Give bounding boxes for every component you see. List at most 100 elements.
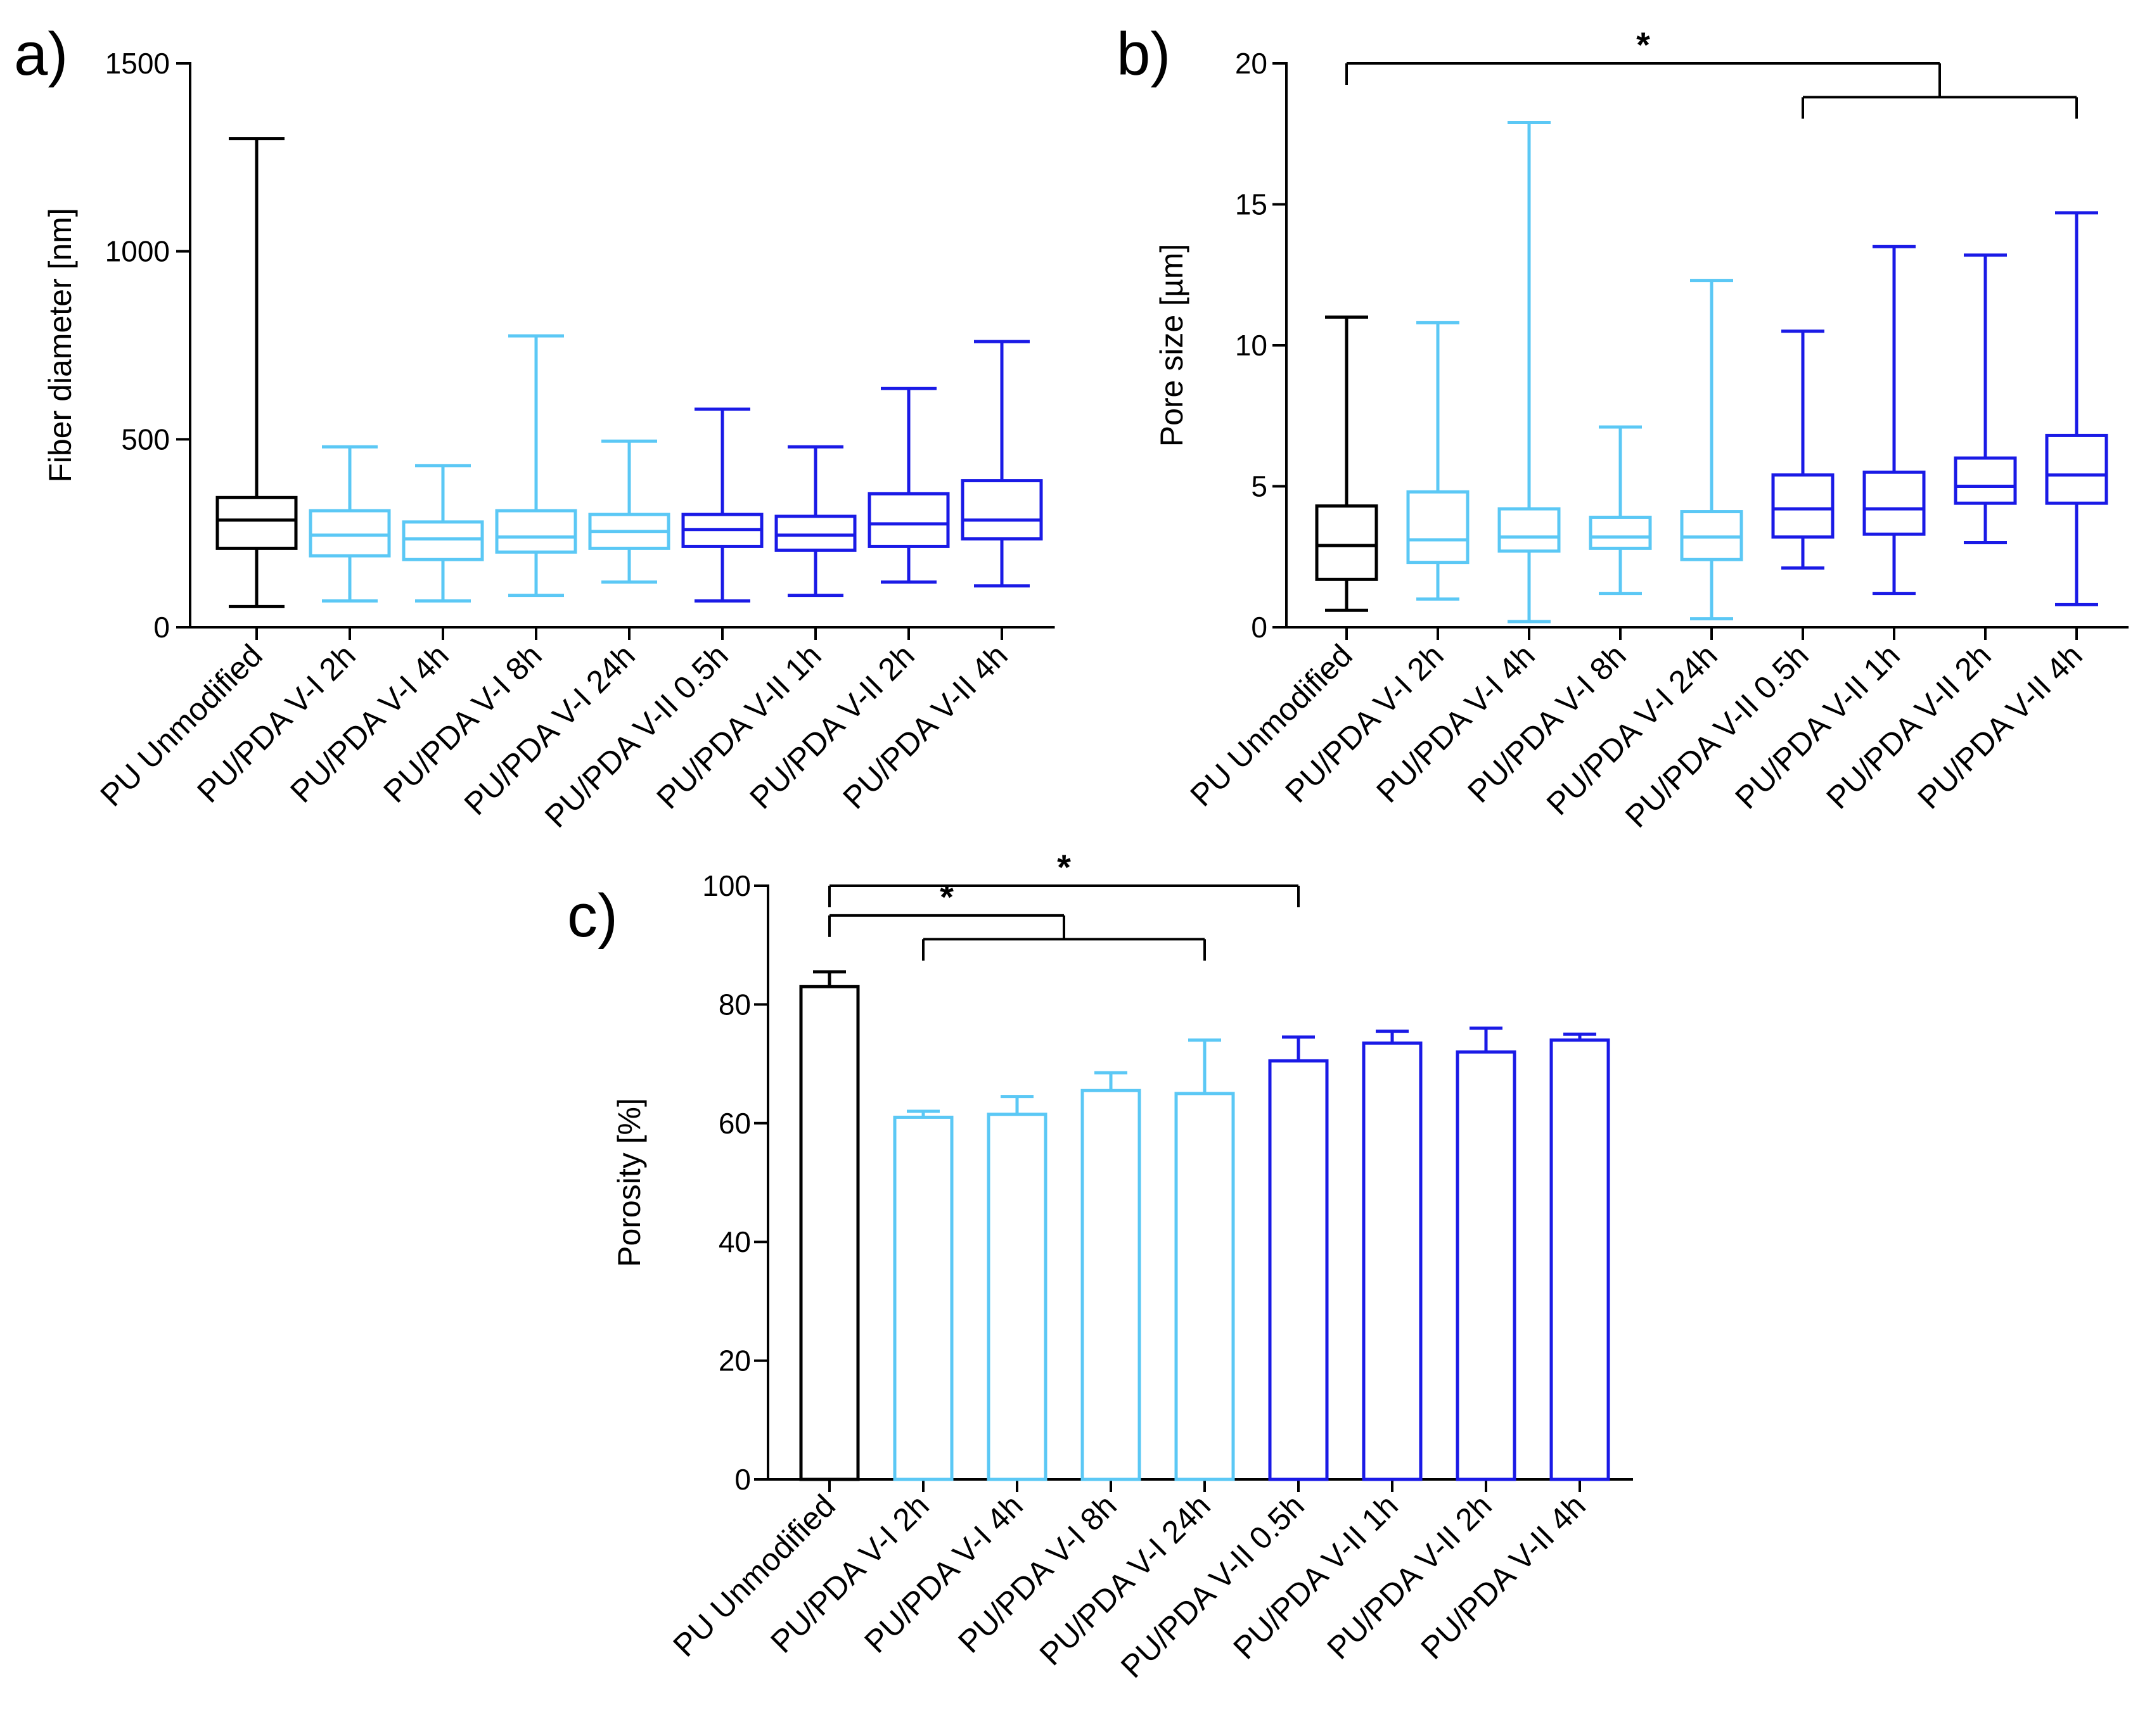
- box-8: [868, 386, 950, 584]
- y-tick-label: 80: [719, 988, 751, 1021]
- box-5: [1680, 279, 1743, 621]
- category-label: PU/PDA V-II 1h: [650, 637, 828, 815]
- box-iqr: [961, 479, 1043, 541]
- y-tick-label: 15: [1235, 188, 1267, 221]
- y-tick-label: 60: [719, 1107, 751, 1140]
- category-label: PU/PDA V-I 8h: [951, 1488, 1123, 1659]
- y-tick-label: 0: [153, 611, 170, 644]
- bar-7: [1362, 1030, 1423, 1481]
- box-8: [1954, 253, 2017, 544]
- box-iqr: [1862, 470, 1926, 536]
- category-label: PU/PDA V-I 24h: [1033, 1488, 1217, 1672]
- category-label: PU/PDA V-II 2h: [743, 637, 921, 815]
- y-tick-label: 1000: [105, 235, 170, 268]
- category-label: PU Unmodified: [93, 637, 269, 813]
- box-1: [1315, 316, 1378, 612]
- box-1: [215, 137, 298, 608]
- category-label: PU/PDA V-I 8h: [1461, 637, 1632, 809]
- category-label: PU/PDA V-I 24h: [1540, 637, 1724, 822]
- y-tick-label: 5: [1251, 470, 1267, 503]
- category-label: PU/PDA V-I 4h: [857, 1488, 1029, 1659]
- y-tick-label: 100: [702, 869, 751, 902]
- category-label: PU/PDA V-I 2h: [1278, 637, 1450, 809]
- box-4: [1589, 425, 1652, 596]
- box-7: [1862, 245, 1926, 596]
- box-3: [402, 464, 484, 603]
- significance-star: *: [1057, 847, 1071, 887]
- significance-star: *: [1636, 25, 1650, 65]
- category-label: PU/PDA V-I 4h: [1369, 637, 1541, 809]
- box-iqr: [1497, 507, 1561, 553]
- y-tick-label: 500: [121, 423, 170, 456]
- category-label: PU Unmodified: [666, 1488, 842, 1663]
- bar: [1549, 1038, 1610, 1481]
- bar-1: [799, 970, 860, 1481]
- significance-bracket: *: [1345, 25, 2078, 119]
- category-label: PU Unmodified: [1183, 637, 1359, 813]
- bar-8: [1456, 1026, 1516, 1481]
- category-label: PU/PDA V-II 4h: [1414, 1488, 1592, 1666]
- box-iqr: [402, 520, 484, 561]
- bar: [1268, 1059, 1329, 1481]
- bar: [1362, 1041, 1423, 1481]
- y-tick-label: 0: [1251, 611, 1267, 644]
- category-label: PU/PDA V-II 1h: [1226, 1488, 1404, 1666]
- significance-bracket: *: [828, 847, 1300, 907]
- y-tick-label: 20: [1235, 47, 1267, 80]
- panel-a-fiber-diameter: a) 0 500 1000 1500 Fiber diameter [nm] PU Unmo…: [14, 20, 1055, 834]
- bar: [1174, 1092, 1235, 1481]
- category-label: PU/PDA V-II 4h: [836, 637, 1014, 815]
- box-6: [1771, 329, 1835, 570]
- bar: [987, 1113, 1047, 1481]
- panel-letter: b): [1117, 20, 1170, 88]
- bar-4: [1080, 1071, 1141, 1481]
- y-tick-label: 1500: [105, 47, 170, 80]
- box-9: [2045, 211, 2108, 606]
- bar: [799, 985, 860, 1481]
- box-iqr: [2045, 433, 2108, 505]
- box-2: [309, 445, 391, 603]
- bar-2: [893, 1109, 954, 1481]
- box-iqr: [215, 495, 298, 550]
- box-iqr: [1406, 490, 1470, 565]
- box-4: [495, 334, 577, 597]
- bar-3: [987, 1095, 1047, 1481]
- category-label: PU/PDA V-I 4h: [283, 637, 455, 809]
- box-9: [961, 340, 1043, 588]
- category-label: PU/PDA V-I 2h: [764, 1488, 935, 1659]
- box-2: [1406, 321, 1470, 601]
- significance-star: *: [940, 877, 954, 917]
- box-iqr: [1954, 456, 2017, 505]
- box-3: [1497, 120, 1561, 623]
- category-label: PU/PDA V-II 1h: [1728, 637, 1906, 815]
- box-iqr: [774, 514, 857, 552]
- y-tick-label: 20: [719, 1344, 751, 1377]
- y-axis-title: Porosity [%]: [612, 1098, 647, 1267]
- bar: [1456, 1050, 1516, 1481]
- panel-letter: a): [14, 20, 68, 88]
- box-iqr: [1589, 515, 1652, 550]
- category-label: PU/PDA V-I 2h: [190, 637, 362, 809]
- bar: [1080, 1088, 1141, 1481]
- y-tick-label: 40: [719, 1225, 751, 1258]
- category-label: PU/PDA V-II 2h: [1320, 1488, 1498, 1666]
- y-tick-label: 0: [734, 1463, 751, 1496]
- category-label: PU/PDA V-I 24h: [458, 637, 642, 822]
- significance-bracket: *: [828, 877, 1206, 961]
- bar-9: [1549, 1032, 1610, 1481]
- y-axis-title: Fiber diameter [nm]: [42, 208, 78, 482]
- category-label: PU/PDA V-II 2h: [1819, 637, 1997, 815]
- box-iqr: [309, 509, 391, 558]
- y-tick-label: 10: [1235, 329, 1267, 362]
- category-label: PU/PDA V-II 4h: [1911, 637, 2089, 815]
- bar: [893, 1115, 954, 1481]
- bar-6: [1268, 1035, 1329, 1481]
- bar-5: [1174, 1038, 1235, 1481]
- panel-letter: c): [567, 882, 618, 950]
- y-axis-title: Pore size [µm]: [1154, 244, 1189, 447]
- box-iqr: [495, 509, 577, 554]
- box-iqr: [1771, 473, 1835, 539]
- box-iqr: [1315, 504, 1378, 581]
